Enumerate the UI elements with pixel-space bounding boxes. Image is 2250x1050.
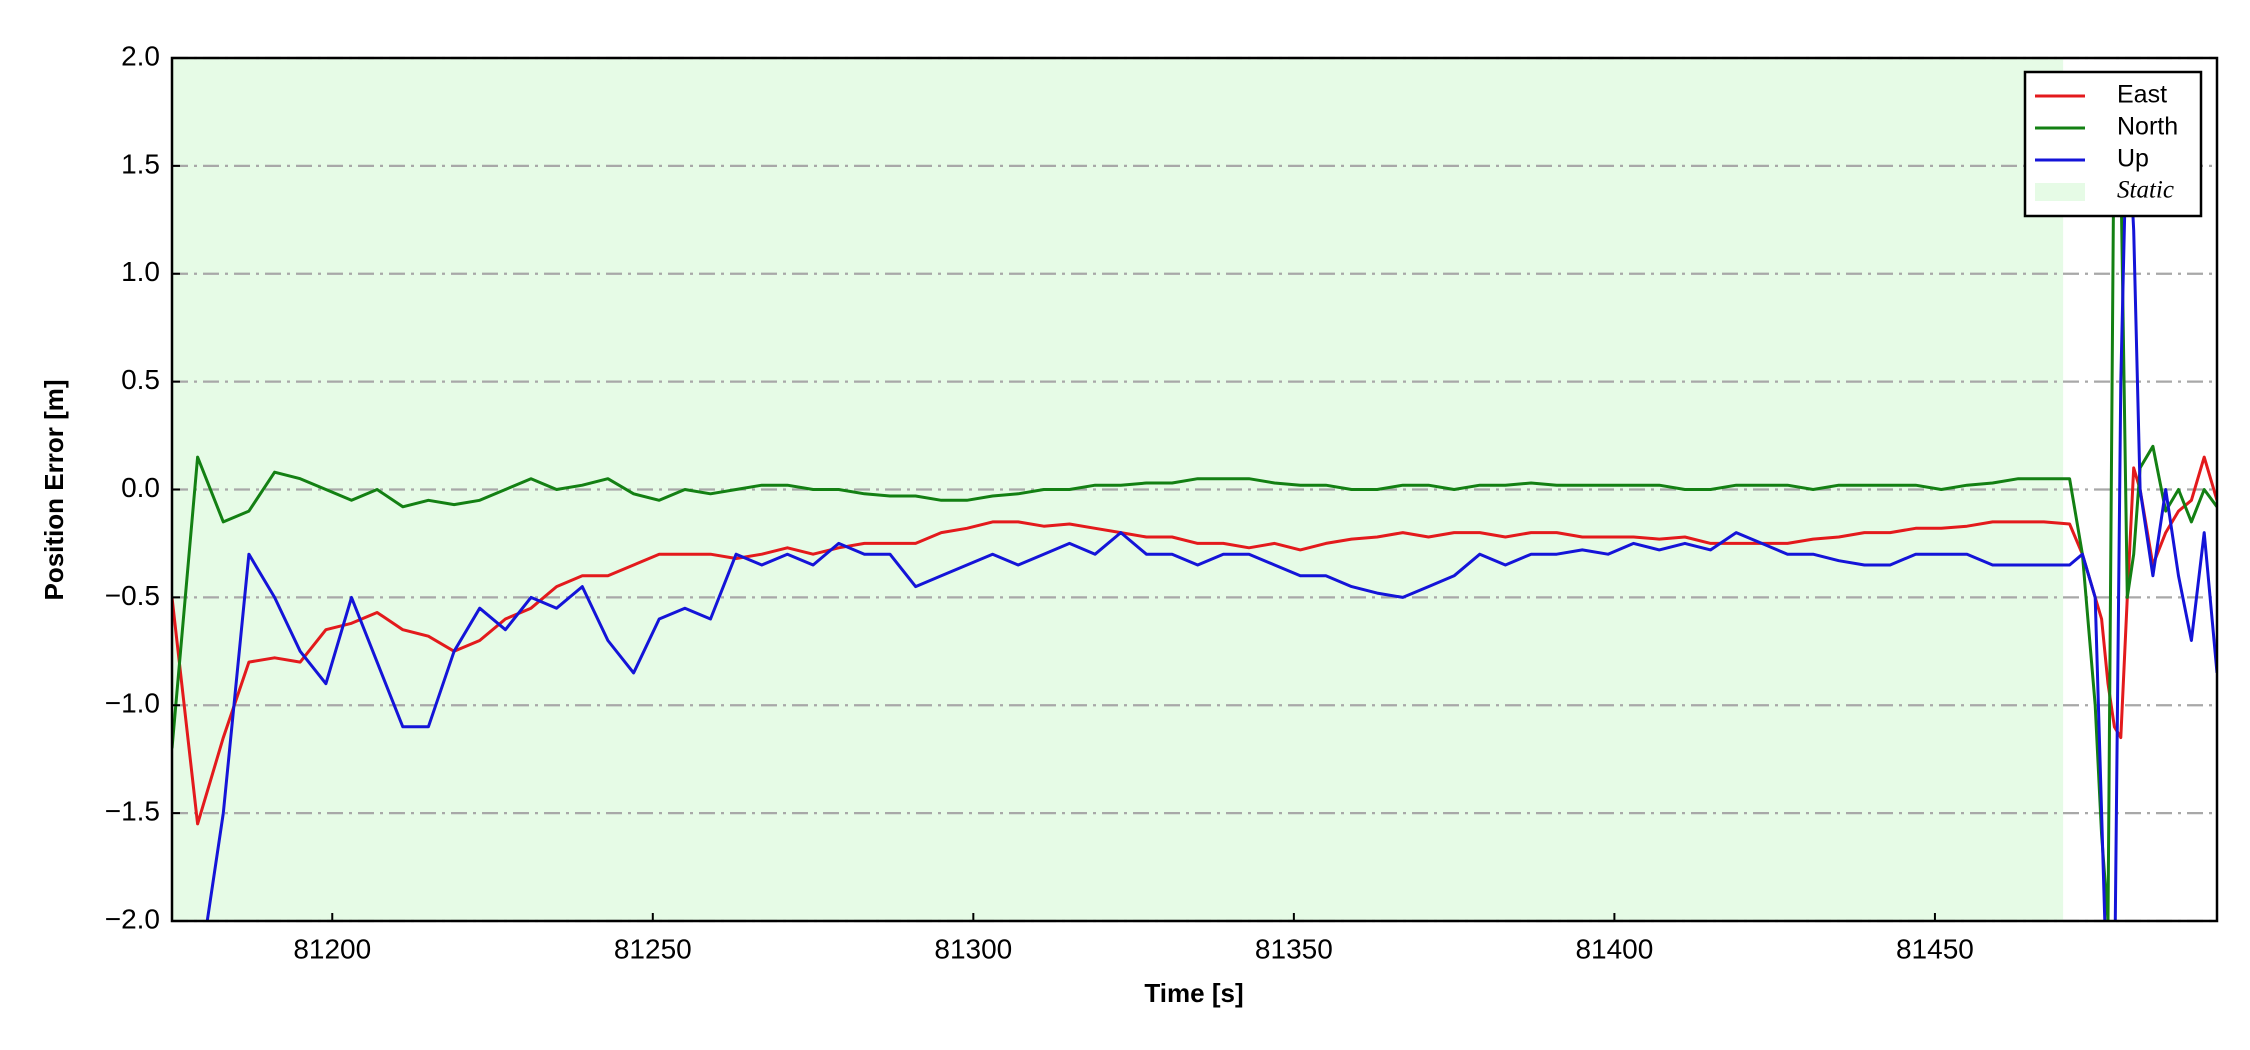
y-tick-label: −1.0: [105, 688, 160, 719]
legend: East North Up Static: [2023, 70, 2203, 218]
x-tick-label: 81250: [614, 933, 692, 964]
plot-lines: [172, 78, 2217, 921]
plot-background: [172, 56, 2217, 923]
y-tick-label: −1.5: [105, 796, 160, 827]
y-tick-label: 0.5: [121, 364, 160, 395]
line-up: [205, 99, 2217, 921]
y-tick-label: 1.5: [121, 148, 160, 179]
line-east: [172, 455, 2217, 826]
x-tick-label: 81300: [934, 933, 1012, 964]
legend-label: North: [2117, 113, 2178, 141]
x-tick-label: 81200: [293, 933, 371, 964]
y-tick-label: 1.0: [121, 256, 160, 287]
x-tick-label: 81400: [1575, 933, 1653, 964]
y-tick-label: 0.0: [121, 472, 160, 503]
legend-label: Static: [2117, 177, 2174, 204]
x-axis-label: Time [s]: [1144, 978, 1243, 1008]
y-tick-label: 2.0: [121, 40, 160, 71]
legend-swatch: [2035, 183, 2085, 201]
x-tick-label: 81450: [1896, 933, 1974, 964]
y-tick-label: −0.5: [105, 580, 160, 611]
legend-label: East: [2117, 81, 2167, 109]
x-tick-label: 81350: [1255, 933, 1333, 964]
legend-label: Up: [2117, 145, 2149, 173]
y-axis-label: Position Error [m]: [39, 379, 69, 600]
y-tick-label: −2.0: [105, 903, 160, 934]
line-north: [172, 78, 2217, 921]
